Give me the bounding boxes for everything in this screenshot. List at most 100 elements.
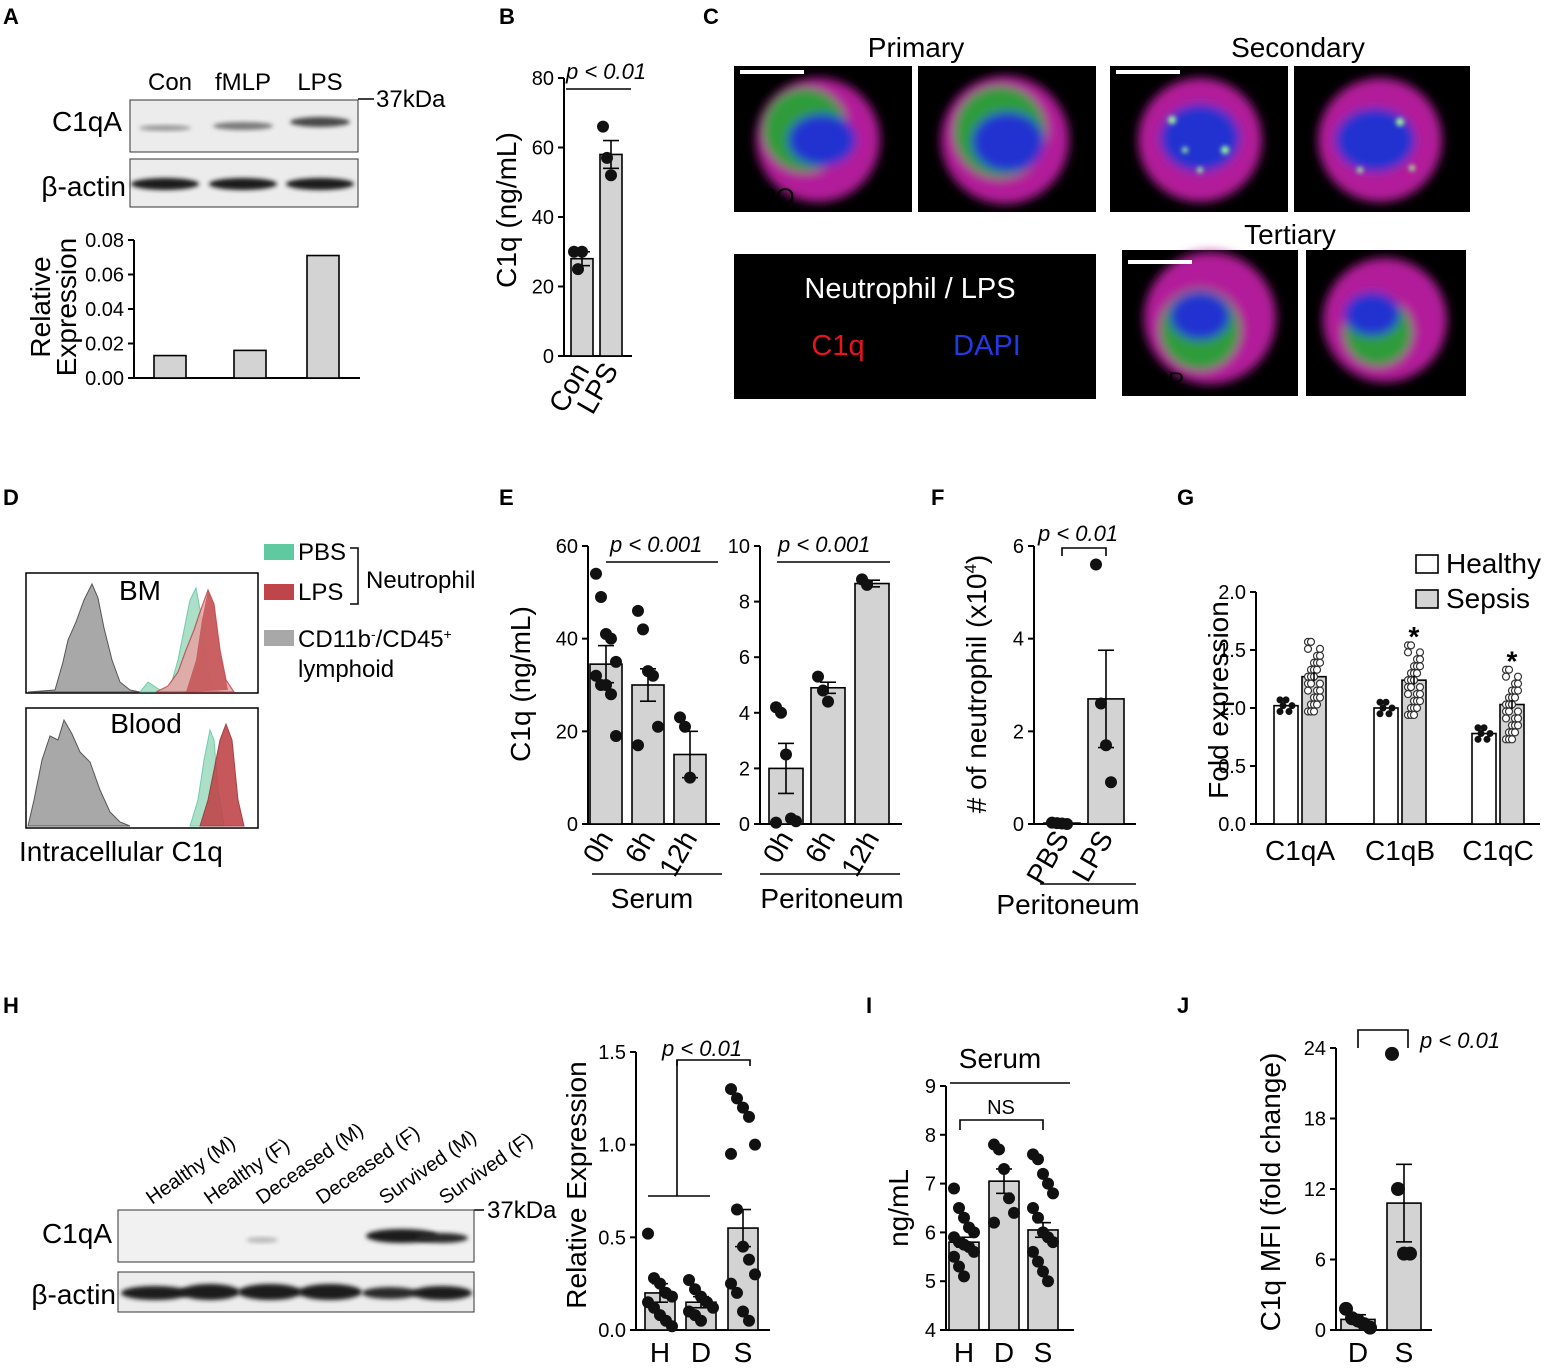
- data-point: [684, 771, 696, 784]
- y-tick-label: 0.08: [85, 230, 124, 252]
- panel-j: C1q MFI (fold change) p < 0.01 0 6 12 18 24 D…: [1255, 1028, 1500, 1368]
- data-point: [1474, 735, 1482, 743]
- micrograph-primary-2: [918, 66, 1096, 212]
- blot-label-h-actin: β-actin: [31, 1279, 116, 1310]
- data-point: [1276, 707, 1284, 715]
- data-point: [1412, 703, 1422, 713]
- group-label-f: Peritoneum: [996, 889, 1139, 920]
- data-point: [749, 1138, 761, 1151]
- data-point: [652, 720, 664, 733]
- data-point: [1037, 1167, 1049, 1180]
- data-point: [601, 151, 613, 164]
- data-point: [1507, 735, 1517, 744]
- data-point: [1403, 1246, 1417, 1261]
- x-tick-label: 12h: [653, 826, 703, 882]
- y-tick-label: 0.0: [598, 1320, 626, 1342]
- y-axis-label-a-2: Expression: [51, 238, 82, 377]
- data-point: [725, 1147, 737, 1160]
- data-point: [775, 706, 787, 719]
- ns-label: NS: [987, 1097, 1015, 1119]
- y-tick-label: 10: [728, 536, 750, 558]
- legend-swatch-lps: [264, 584, 294, 600]
- data-point: [679, 720, 691, 733]
- panel-c: Primary Secondary Tertiary MPO: [734, 32, 1470, 399]
- lane-label-fmlp: fMLP: [215, 69, 271, 96]
- y-axis-label-e: C1q (ng/mL): [505, 606, 536, 762]
- data-point: [1061, 818, 1073, 830]
- y-tick-label: 8: [739, 592, 750, 614]
- data-point: [1415, 683, 1425, 692]
- title-primary: Primary: [868, 32, 964, 63]
- data-point: [590, 567, 602, 580]
- data-point: [737, 1305, 749, 1318]
- bar: [153, 354, 187, 379]
- legend-title: Neutrophil / LPS: [804, 273, 1015, 305]
- data-point: [595, 590, 607, 603]
- data-point: [1406, 683, 1416, 692]
- data-point: [1391, 1182, 1405, 1196]
- y-tick-label: 1.0: [1218, 698, 1246, 720]
- data-point: [1385, 710, 1393, 718]
- data-point: [988, 1216, 1000, 1229]
- x-tick-label: 0h: [757, 826, 799, 868]
- data-point: [958, 1211, 970, 1224]
- y-tick-label: 20: [556, 721, 578, 743]
- micrograph-primary-1: MPO: [734, 66, 912, 212]
- data-point: [1303, 644, 1313, 653]
- panel-letter-b: B: [499, 4, 515, 29]
- p-value-f: p < 0.01: [1037, 521, 1118, 546]
- data-point: [822, 695, 834, 708]
- blot-label-h-c1qa: C1qA: [42, 1218, 112, 1249]
- data-point: [993, 1143, 1005, 1156]
- data-point: [1306, 637, 1316, 646]
- data-point: [1003, 1192, 1015, 1205]
- x-axis-label-d: Intracellular C1q: [19, 836, 223, 867]
- y-tick-label: 4: [1013, 629, 1024, 651]
- significance-star: *: [1409, 621, 1420, 652]
- y-tick-label: 2.0: [1218, 582, 1246, 604]
- data-point: [1315, 686, 1325, 695]
- y-tick-label: 4: [739, 703, 750, 725]
- x-tick-label: C1qA: [1265, 835, 1335, 866]
- bar-healthy: [1373, 707, 1399, 825]
- y-axis-label-a-1: Relative: [25, 256, 56, 357]
- bar: [810, 686, 846, 825]
- chart-g: 0.0 0.5 1.0 1.5 2.0 C1qA C1qB * C1qC *: [1218, 582, 1540, 866]
- stain-label-mpo: MPO: [740, 184, 795, 211]
- data-point: [707, 1301, 719, 1314]
- y-tick-label: 18: [1304, 1109, 1326, 1131]
- data-point: [605, 632, 617, 645]
- y-tick-label: 0: [1315, 1320, 1326, 1342]
- size-marker: 37kDa: [376, 86, 446, 113]
- significance-star: *: [1507, 645, 1518, 676]
- data-point: [654, 1277, 666, 1290]
- stain-label-lf: LF: [1116, 184, 1144, 211]
- data-point: [1303, 686, 1313, 695]
- x-tick-label: PBS: [1020, 826, 1075, 890]
- data-point: [1047, 1236, 1059, 1249]
- data-point: [632, 739, 644, 752]
- y-tick-label: 60: [556, 536, 578, 558]
- panel-f: # of neutrophil (x104) p < 0.01 Peritone…: [961, 521, 1140, 920]
- data-point: [1315, 658, 1325, 667]
- y-tick-label: 40: [556, 629, 578, 651]
- data-point: [1315, 644, 1325, 653]
- data-point: [1406, 641, 1416, 650]
- data-point: [1483, 735, 1491, 743]
- bar: [631, 684, 665, 825]
- y-tick-label: 0.5: [598, 1227, 626, 1249]
- y-tick-label: 2: [739, 758, 750, 780]
- data-point: [1382, 698, 1390, 706]
- x-tick-label: D: [994, 1337, 1014, 1368]
- legend-swatch-lymphoid: [264, 630, 294, 646]
- data-point: [1047, 1187, 1059, 1200]
- data-point: [637, 623, 649, 636]
- legend-swatch-sepsis: [1415, 589, 1439, 609]
- y-axis-label-i: ng/mL: [883, 1169, 914, 1247]
- data-point: [590, 669, 602, 682]
- data-point: [1474, 724, 1482, 732]
- y-tick-label: 0: [567, 814, 578, 836]
- data-point: [998, 1162, 1010, 1175]
